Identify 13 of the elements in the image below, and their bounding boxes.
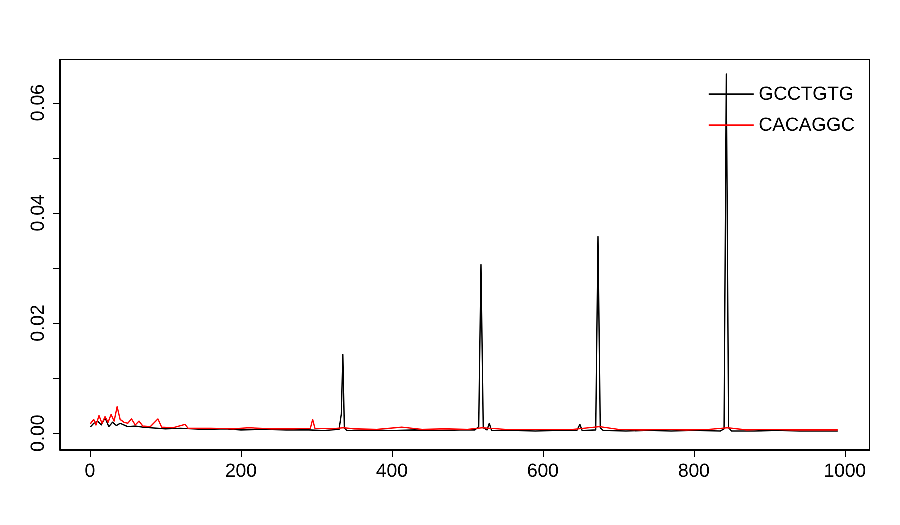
legend-label: CACAGGC <box>758 115 856 136</box>
y-tick-label: 0.00 <box>28 414 49 452</box>
y-tick-label: 0.04 <box>28 194 49 232</box>
x-tick-label: 200 <box>225 461 258 482</box>
x-tick-label: 400 <box>376 461 408 482</box>
x-tick-label: 800 <box>678 461 710 482</box>
y-tick-label: 0.02 <box>28 304 49 342</box>
x-tick-label: 1000 <box>824 461 866 482</box>
y-tick-label: 0.06 <box>28 84 49 122</box>
line-series <box>90 406 838 431</box>
x-tick-label: 0 <box>84 461 96 482</box>
x-tick-label: 600 <box>527 461 559 482</box>
legend-label: GCCTGTG <box>758 84 854 105</box>
